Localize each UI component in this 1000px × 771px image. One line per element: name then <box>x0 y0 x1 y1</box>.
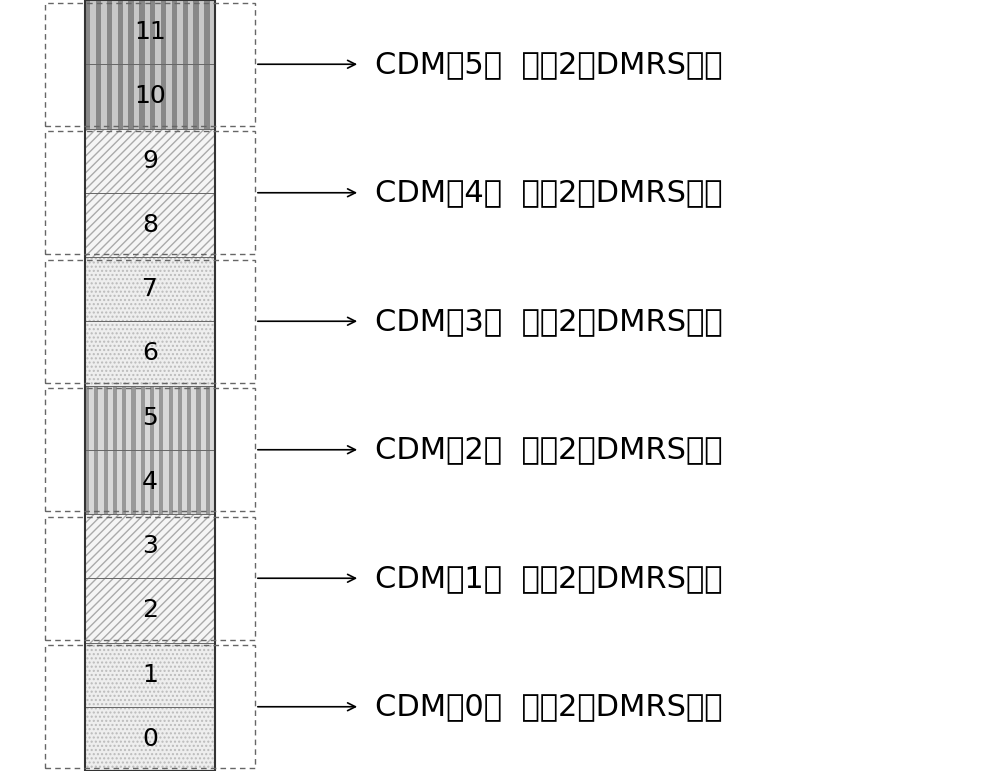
Text: 2: 2 <box>142 598 158 622</box>
Text: 11: 11 <box>134 20 166 44</box>
Bar <box>85 257 215 322</box>
Bar <box>45 131 255 254</box>
Bar <box>187 386 191 449</box>
Bar <box>85 64 90 129</box>
Bar <box>107 64 112 129</box>
Text: 0: 0 <box>142 727 158 751</box>
Bar <box>85 322 215 386</box>
Bar <box>113 449 117 514</box>
Bar <box>94 386 98 449</box>
Bar <box>107 0 112 64</box>
Bar <box>45 2 255 126</box>
Bar <box>178 449 182 514</box>
Text: 10: 10 <box>134 84 166 109</box>
Bar <box>85 0 90 64</box>
Bar <box>204 64 210 129</box>
Bar <box>128 64 134 129</box>
Text: CDM组1，  具有2个DMRS端口: CDM组1， 具有2个DMRS端口 <box>375 564 722 593</box>
Bar <box>182 64 188 129</box>
Bar <box>141 449 145 514</box>
Bar <box>45 388 255 511</box>
Bar <box>178 386 182 449</box>
Bar <box>139 0 145 64</box>
Text: 7: 7 <box>142 277 158 301</box>
Bar <box>122 449 126 514</box>
Bar <box>85 193 215 257</box>
Bar <box>196 449 201 514</box>
Bar <box>172 0 177 64</box>
Bar <box>128 0 134 64</box>
Bar <box>206 386 210 449</box>
Bar <box>85 257 215 322</box>
Bar <box>159 386 163 449</box>
Bar <box>150 449 154 514</box>
Bar <box>187 449 191 514</box>
Bar <box>159 449 163 514</box>
Bar <box>85 578 215 642</box>
Bar <box>94 449 98 514</box>
Text: CDM组5，  具有2个DMRS端口: CDM组5， 具有2个DMRS端口 <box>375 50 722 79</box>
Bar <box>139 64 145 129</box>
Bar <box>96 64 101 129</box>
Bar <box>141 386 145 449</box>
Bar <box>85 707 215 771</box>
Bar <box>131 449 136 514</box>
Bar <box>118 64 123 129</box>
Bar <box>161 0 166 64</box>
Text: 1: 1 <box>142 662 158 687</box>
Bar <box>45 260 255 383</box>
Bar <box>45 517 255 640</box>
Bar <box>193 0 199 64</box>
Bar <box>122 386 126 449</box>
Bar <box>45 645 255 769</box>
Bar <box>131 386 136 449</box>
Text: CDM组4，  具有2个DMRS端口: CDM组4， 具有2个DMRS端口 <box>375 178 722 207</box>
Bar <box>85 386 89 449</box>
Bar <box>85 578 215 642</box>
Bar <box>85 0 215 64</box>
Text: 3: 3 <box>142 534 158 558</box>
Bar <box>85 0 215 771</box>
Bar <box>150 0 155 64</box>
Bar <box>182 0 188 64</box>
Bar <box>85 386 215 449</box>
Bar <box>104 386 108 449</box>
Bar <box>169 386 173 449</box>
Text: 4: 4 <box>142 470 158 494</box>
Bar <box>85 707 215 771</box>
Bar <box>85 129 215 193</box>
Bar <box>85 64 215 129</box>
Bar <box>113 386 117 449</box>
Bar <box>85 193 215 257</box>
Bar <box>204 0 210 64</box>
Text: 9: 9 <box>142 149 158 173</box>
Bar <box>161 64 166 129</box>
Text: 6: 6 <box>142 342 158 365</box>
Bar <box>85 642 215 707</box>
Bar <box>96 0 101 64</box>
Bar <box>118 0 123 64</box>
Bar <box>85 514 215 578</box>
Bar <box>85 514 215 578</box>
Bar <box>150 386 154 449</box>
Bar <box>206 449 210 514</box>
Bar <box>104 449 108 514</box>
Bar <box>85 449 89 514</box>
Bar <box>85 449 215 514</box>
Bar <box>85 322 215 386</box>
Bar <box>193 64 199 129</box>
Text: CDM组3，  具有2个DMRS端口: CDM组3， 具有2个DMRS端口 <box>375 307 723 335</box>
Text: 8: 8 <box>142 213 158 237</box>
Text: CDM组2，  具有2个DMRS端口: CDM组2， 具有2个DMRS端口 <box>375 436 722 464</box>
Text: 5: 5 <box>142 406 158 429</box>
Bar <box>196 386 201 449</box>
Bar <box>85 642 215 707</box>
Text: CDM组0，  具有2个DMRS端口: CDM组0， 具有2个DMRS端口 <box>375 692 722 721</box>
Bar <box>169 449 173 514</box>
Bar <box>85 129 215 193</box>
Bar <box>172 64 177 129</box>
Bar <box>150 64 155 129</box>
